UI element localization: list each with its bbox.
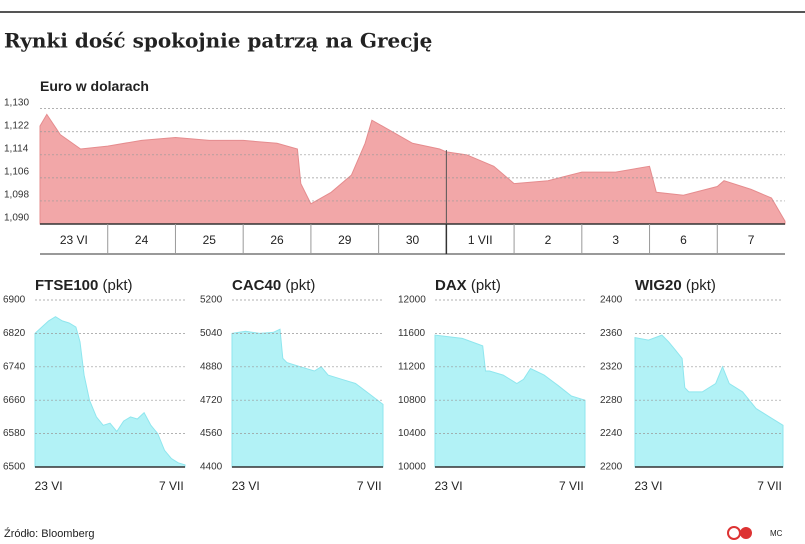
y-tick-label: 6740 [3, 361, 26, 372]
y-tick-label: 5040 [200, 328, 223, 339]
y-tick-label: 2240 [600, 428, 623, 439]
y-tick-label: 2400 [600, 295, 623, 306]
logo [727, 526, 752, 540]
x-tick-label: 23 VI [435, 479, 463, 493]
y-tick-label: 1,106 [4, 167, 29, 178]
x-tick-label: 23 VI [232, 479, 260, 493]
y-tick-label: 4880 [200, 361, 223, 372]
area [39, 113, 786, 225]
x-tick-label: 23 VI [634, 479, 662, 493]
chart-unit: (pkt) [285, 277, 315, 294]
y-tick-label: 12000 [398, 295, 426, 306]
x-tick-label: 7 VII [357, 479, 382, 493]
y-tick-label: 2360 [600, 328, 623, 339]
chart-title-text: DAX [435, 277, 467, 294]
y-tick-label: 2280 [600, 395, 623, 406]
x-tick-label: 25 [203, 233, 217, 247]
y-tick-label: 11200 [398, 361, 426, 372]
chart-title: Euro w dolarach [40, 78, 149, 94]
area [34, 316, 186, 468]
area [634, 334, 784, 468]
chart-title-text: CAC40 [232, 277, 281, 294]
chart-title: FTSE100 (pkt) [35, 277, 133, 294]
x-tick-label: 7 VII [559, 479, 584, 493]
x-tick-label: 24 [135, 233, 149, 247]
x-tick-label: 6 [680, 233, 687, 247]
y-tick-label: 5200 [200, 295, 223, 306]
y-tick-label: 10000 [398, 462, 426, 473]
y-tick-label: 1,130 [4, 97, 29, 108]
x-tick-label: 7 VII [757, 479, 782, 493]
x-tick-label: 7 VII [159, 479, 184, 493]
y-tick-label: 6660 [3, 395, 26, 406]
x-tick-label: 2 [545, 233, 552, 247]
x-tick-label: 23 VI [60, 233, 88, 247]
y-tick-label: 10400 [398, 428, 426, 439]
y-tick-label: 1,090 [4, 213, 29, 224]
credit: MC [770, 529, 783, 538]
area [231, 328, 384, 468]
chart-title-text: Euro w dolarach [40, 78, 149, 94]
y-tick-label: 4400 [200, 462, 223, 473]
chart-title-text: WIG20 [635, 277, 682, 294]
chart-title: CAC40 (pkt) [232, 277, 315, 294]
x-tick-label: 3 [612, 233, 619, 247]
chart-title-text: FTSE100 [35, 277, 98, 294]
y-tick-label: 10800 [398, 395, 426, 406]
area [434, 334, 586, 468]
y-tick-label: 1,114 [4, 143, 29, 154]
chart-unit: (pkt) [103, 277, 133, 294]
y-tick-label: 6820 [3, 328, 26, 339]
chart-unit: (pkt) [471, 277, 501, 294]
chart-title: DAX (pkt) [435, 277, 501, 294]
x-tick-label: 7 [748, 233, 755, 247]
source: Źródło: Bloomberg [4, 527, 95, 540]
x-tick-label: 1 VII [468, 233, 493, 247]
chart-unit: (pkt) [686, 277, 716, 294]
y-tick-label: 2200 [600, 462, 623, 473]
y-tick-label: 1,122 [4, 120, 29, 131]
y-tick-label: 6580 [3, 428, 26, 439]
x-tick-label: 30 [406, 233, 420, 247]
chart-title: WIG20 (pkt) [635, 277, 716, 294]
page-title: Rynki dość spokojnie patrzą na Grecję [4, 29, 432, 53]
y-tick-label: 6500 [3, 462, 26, 473]
y-tick-label: 1,098 [4, 190, 29, 201]
y-tick-label: 11600 [398, 328, 426, 339]
x-tick-label: 23 VI [35, 479, 63, 493]
x-tick-label: 26 [270, 233, 284, 247]
x-tick-label: 29 [338, 233, 352, 247]
y-tick-label: 4720 [200, 395, 223, 406]
y-tick-label: 6900 [3, 295, 26, 306]
y-tick-label: 4560 [200, 428, 223, 439]
y-tick-label: 2320 [600, 361, 623, 372]
